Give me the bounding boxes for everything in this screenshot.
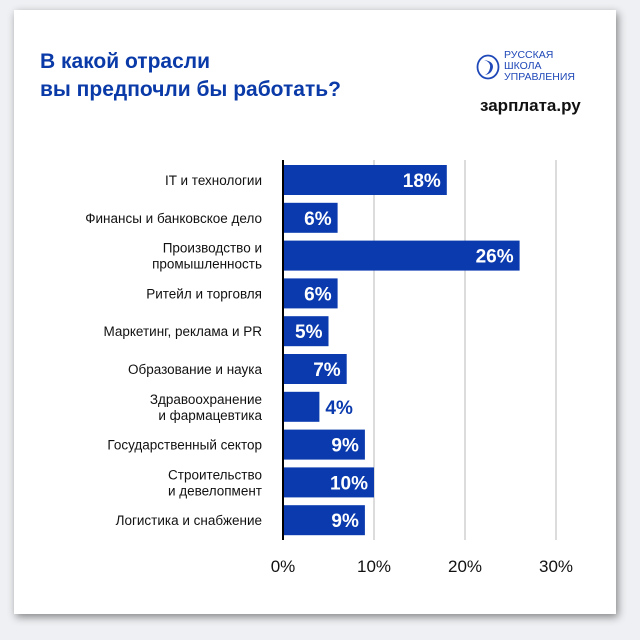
bar xyxy=(283,467,374,498)
category-label: IT и технологии xyxy=(165,173,262,188)
data-label: 9% xyxy=(331,436,359,457)
data-label: 18% xyxy=(403,171,441,192)
bar xyxy=(283,505,365,536)
bar xyxy=(283,202,338,233)
bar xyxy=(283,354,347,384)
rsu-logo: РУССКАЯ ШКОЛА УПРАВЛЕНИЯ xyxy=(476,50,575,83)
category-label: и девелопмент xyxy=(168,483,262,498)
rsu-line: УПРАВЛЕНИЯ xyxy=(504,71,576,83)
category-label: Государственный сектор xyxy=(107,438,262,453)
chart-title: В какой отрасли вы предпочли бы работать… xyxy=(40,48,341,104)
category-label: Логистика и снабжение xyxy=(116,513,262,528)
data-label: 4% xyxy=(325,398,353,419)
data-label: 6% xyxy=(304,209,332,230)
data-label: 26% xyxy=(476,247,514,268)
category-label: и фармацевтика xyxy=(158,408,262,423)
bar xyxy=(283,240,520,271)
category-label: Здравоохранение xyxy=(150,392,262,407)
category-label: Маркетинг, реклама и PR xyxy=(103,324,262,339)
title-line-1: В какой отрасли xyxy=(40,50,211,73)
category-label: Ритейл и торговля xyxy=(146,286,262,301)
data-label: 6% xyxy=(304,284,332,305)
bar xyxy=(283,429,365,460)
rsu-line: РУССКАЯ xyxy=(504,49,554,61)
bar xyxy=(283,165,447,195)
data-label: 10% xyxy=(330,473,368,494)
rsu-emblem-icon xyxy=(476,54,500,79)
x-tick-label: 0% xyxy=(271,557,296,576)
bar xyxy=(283,316,329,347)
bar xyxy=(283,278,338,309)
category-label: Образование и наука xyxy=(128,362,262,377)
x-tick-label: 10% xyxy=(357,557,391,576)
zarplata-logo: зарплата.ру xyxy=(479,96,581,116)
category-label: Производство и xyxy=(163,241,262,256)
bar xyxy=(283,391,320,422)
zarplata-text: зарплата.ру xyxy=(480,96,581,115)
rsu-line: ШКОЛА xyxy=(504,60,542,72)
category-label: Строительство xyxy=(168,467,262,482)
category-label: Финансы и банковское дело xyxy=(85,211,262,226)
category-label: промышленность xyxy=(152,257,262,272)
x-tick-label: 20% xyxy=(448,557,482,576)
data-label: 7% xyxy=(313,360,341,381)
x-tick-label: 30% xyxy=(539,557,573,576)
data-label: 5% xyxy=(295,322,323,343)
title-line-2: вы предпочли бы работать? xyxy=(40,78,341,101)
data-label: 9% xyxy=(331,511,359,532)
